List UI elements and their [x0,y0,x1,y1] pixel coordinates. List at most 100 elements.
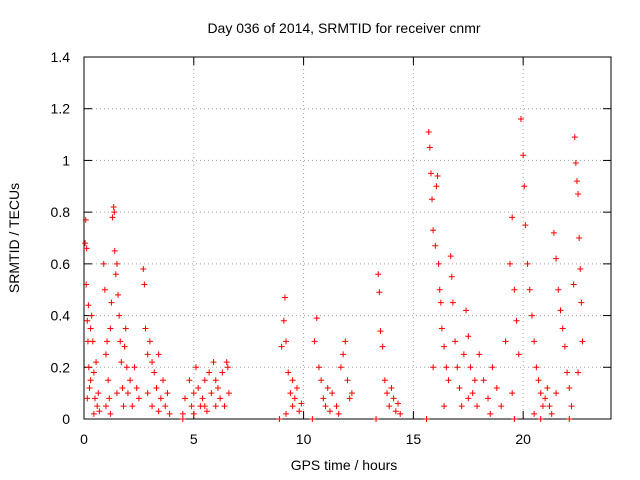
data-point [524,260,531,267]
data-point [498,403,505,410]
data-point [429,196,436,203]
data-point [572,160,579,167]
data-point [179,416,186,422]
data-point [101,286,108,293]
data-point [85,302,92,309]
data-point [281,294,288,301]
data-point [84,317,91,324]
data-point [557,307,564,314]
data-point [377,328,384,335]
data-point [83,281,90,288]
data-point [179,410,186,417]
data-point [123,364,130,371]
data-point [109,214,116,221]
data-point [493,384,500,391]
data-point [441,403,448,410]
data-point [550,229,557,236]
data-point [106,395,113,402]
y-tick-label: 0.6 [51,256,71,272]
data-point [102,403,109,410]
data-point [166,410,173,417]
data-point [531,338,538,345]
data-point [480,377,487,384]
data-point [293,384,300,391]
data-point [195,384,202,391]
data-point [120,403,127,410]
data-point [531,410,538,417]
data-point [289,377,296,384]
data-point [157,395,164,402]
data-point [311,338,318,345]
data-point [149,403,156,410]
data-point [438,325,445,332]
data-point [162,403,169,410]
data-point [452,338,459,345]
data-point [283,410,290,417]
data-point [548,410,555,417]
y-tick-label: 0.8 [51,204,71,220]
data-point [537,390,544,397]
data-point [84,395,91,402]
data-point [436,286,443,293]
data-point [95,390,102,397]
data-point [564,369,571,376]
data-point [86,384,93,391]
data-point [124,390,131,397]
data-point [445,377,452,384]
data-point [291,395,298,402]
data-point [511,286,518,293]
data-point [539,403,546,410]
data-point [309,416,316,422]
data-point [329,390,336,397]
data-point [537,416,544,422]
data-point [115,291,122,298]
data-point [278,343,285,350]
data-point [346,395,353,402]
data-point [390,395,397,402]
data-point [433,183,440,190]
data-point [89,338,96,345]
data-point [219,369,226,376]
data-point [579,338,586,345]
data-point [287,390,294,397]
x-tick-label: 15 [406,431,422,447]
data-point [285,369,292,376]
data-point [144,390,151,397]
data-point [476,351,483,358]
data-point [571,134,578,141]
data-point [225,390,232,397]
data-point [201,377,208,384]
data-point [566,416,573,422]
data-point [426,144,433,151]
data-point [575,369,582,376]
data-point [430,227,437,234]
x-tick-label: 10 [296,431,312,447]
data-point [381,377,388,384]
data-point [192,364,199,371]
data-point [133,384,140,391]
data-point [140,266,147,273]
data-point [456,384,463,391]
y-tick-label: 1 [62,152,70,168]
data-point [104,338,111,345]
data-point [437,299,444,306]
x-tick-label: 5 [190,431,198,447]
data-point [392,408,399,415]
data-point [467,364,474,371]
data-point [502,338,509,345]
data-point [283,338,290,345]
data-point [578,299,585,306]
data-point [555,286,562,293]
data-point [186,377,193,384]
data-point [544,384,551,391]
data-point [212,403,219,410]
data-point [112,271,119,278]
grid-lines [84,57,611,419]
data-point [91,395,98,402]
data-point [182,395,189,402]
data-points [82,116,586,422]
data-point [376,289,383,296]
data-point [188,403,195,410]
data-point [90,369,97,376]
x-tick-label: 20 [515,431,531,447]
